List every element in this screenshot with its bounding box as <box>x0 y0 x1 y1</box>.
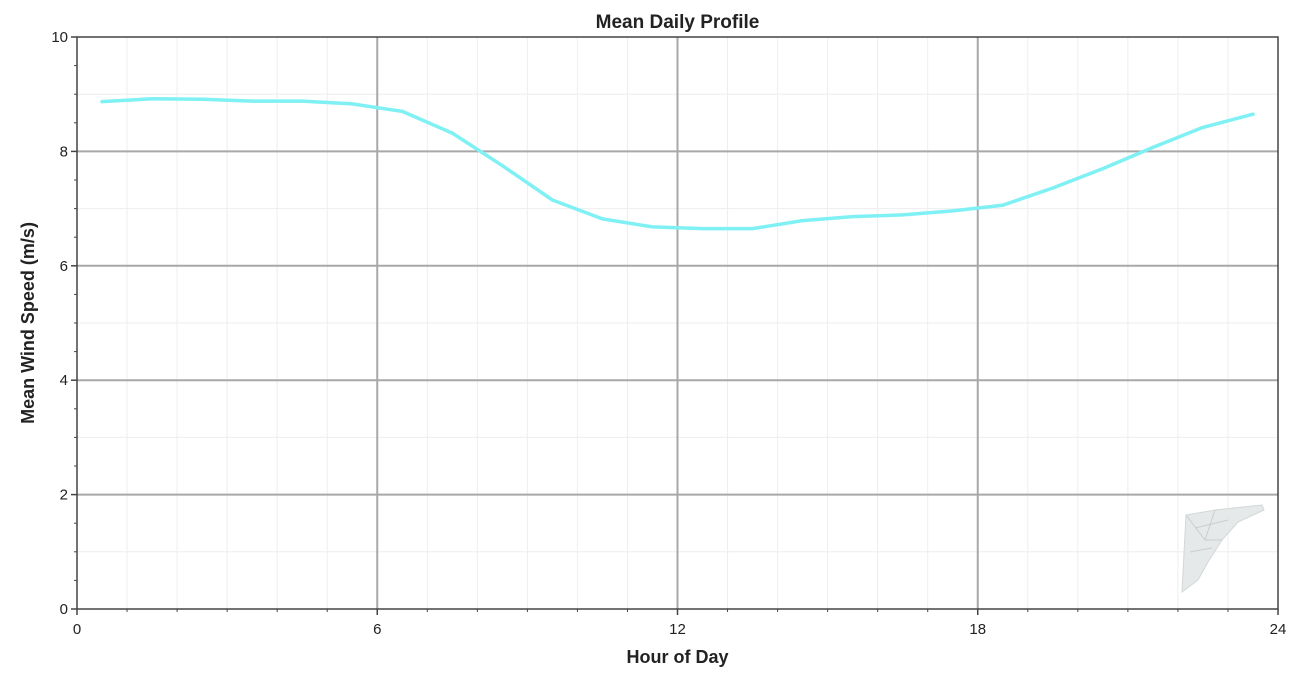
chart-title: Mean Daily Profile <box>596 12 760 33</box>
x-tick-label: 6 <box>373 621 381 638</box>
data-point <box>200 97 204 101</box>
data-point <box>1101 166 1105 171</box>
y-tick-label: 6 <box>60 258 68 275</box>
data-point <box>901 213 905 217</box>
x-tick-label: 12 <box>669 621 686 638</box>
x-axis-label: Hour of Day <box>626 647 728 667</box>
data-point <box>450 131 454 135</box>
series-line <box>100 97 1255 231</box>
data-point <box>400 109 404 113</box>
data-point <box>750 227 755 231</box>
x-tick-label: 24 <box>1270 621 1287 638</box>
major-gridlines <box>77 37 1278 609</box>
data-point <box>1201 125 1205 129</box>
data-point <box>550 198 554 202</box>
data-point <box>801 219 805 223</box>
logo-watermark-icon <box>1181 504 1265 594</box>
data-point <box>1151 145 1155 149</box>
data-point <box>1251 112 1255 116</box>
series-layer <box>100 97 1255 231</box>
data-point <box>851 215 855 219</box>
y-axis-label: Mean Wind Speed (m/s) <box>18 222 38 424</box>
y-tick-label: 2 <box>60 487 68 504</box>
data-point <box>100 100 104 104</box>
x-tick-label: 18 <box>969 621 986 638</box>
data-point <box>500 164 504 168</box>
data-point <box>300 99 304 103</box>
data-point <box>1001 203 1005 207</box>
data-point <box>350 102 354 106</box>
data-point <box>700 227 705 231</box>
tick-marks <box>71 36 1279 615</box>
y-tick-label: 8 <box>60 143 68 160</box>
data-point <box>1051 186 1055 190</box>
y-tick-label: 10 <box>51 29 68 46</box>
data-point <box>600 217 605 221</box>
x-tick-label: 0 <box>73 621 81 638</box>
y-tick-label: 4 <box>60 372 68 389</box>
data-point <box>150 97 154 101</box>
data-point <box>250 99 254 103</box>
data-point <box>650 225 655 229</box>
data-point <box>951 209 955 213</box>
y-tick-label: 0 <box>60 601 68 618</box>
